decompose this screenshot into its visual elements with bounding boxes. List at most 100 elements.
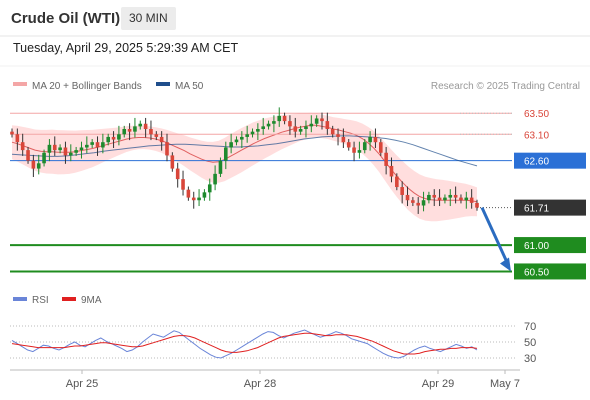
candle-body xyxy=(341,136,346,143)
candle-body xyxy=(416,202,421,206)
candle-body xyxy=(373,136,378,143)
level-label-bg xyxy=(514,263,586,280)
candle-body xyxy=(31,160,36,169)
level-label-last: 61.71 xyxy=(524,204,549,215)
candle-body xyxy=(117,134,121,140)
x-tick-label: Apr 25 xyxy=(66,378,98,390)
bollinger-band xyxy=(12,112,477,222)
candle-body xyxy=(143,123,148,130)
candle-body xyxy=(336,134,340,137)
candle-body xyxy=(357,150,362,153)
rsi-plot: 70 50 30 xyxy=(10,321,536,365)
level-label-pivot: 62.60 xyxy=(524,157,549,168)
candle-body xyxy=(101,142,105,148)
candle-body xyxy=(181,179,185,190)
candle-body xyxy=(240,136,244,140)
rsi-legend-swatch xyxy=(13,297,27,301)
candle-body xyxy=(421,200,426,206)
candle-body xyxy=(272,121,276,124)
bollinger-legend-label: MA 20 + Bollinger Bands xyxy=(32,81,142,92)
candle-body xyxy=(448,194,453,198)
candle-body xyxy=(47,144,52,153)
ma50-line xyxy=(11,135,478,167)
candle-body xyxy=(368,136,372,143)
candle-body xyxy=(245,134,249,137)
candle-body xyxy=(165,142,169,156)
rsi-level-label: 50 xyxy=(524,337,536,349)
candle-body xyxy=(309,123,314,127)
timestamp-text: Tuesday, April 29, 2025 5:29:39 AM CET xyxy=(13,41,239,55)
candle-body xyxy=(325,121,330,130)
candle-body xyxy=(63,147,68,156)
candle-body xyxy=(330,129,335,135)
rsi-level-label: 30 xyxy=(524,353,536,365)
candle-body xyxy=(122,129,127,135)
level-label-bg xyxy=(514,152,586,169)
candle-body xyxy=(459,197,463,201)
rsi-level-label: 70 xyxy=(524,321,536,333)
candle-body xyxy=(411,200,415,203)
candle-body xyxy=(85,144,89,148)
candle-body xyxy=(298,129,303,132)
research-credit: Research © 2025 Trading Central xyxy=(431,81,580,92)
candle-body xyxy=(52,144,57,151)
candle-body xyxy=(378,142,383,153)
candle-body xyxy=(106,136,111,143)
candle-body xyxy=(111,136,116,140)
candle-body xyxy=(277,115,282,122)
x-tick-label: Apr 29 xyxy=(422,378,454,390)
candle-body xyxy=(400,187,404,195)
price-plot xyxy=(10,107,514,273)
candle-body xyxy=(127,129,132,132)
rsi-ma-line xyxy=(11,332,478,355)
candle-body xyxy=(475,202,479,208)
candle-body xyxy=(229,142,233,148)
candle-body xyxy=(197,197,201,201)
candle-body xyxy=(453,194,458,198)
candle-body xyxy=(405,194,410,201)
level-label-resistance: 63.10 xyxy=(524,130,549,141)
candle-body xyxy=(234,139,239,143)
candle-body xyxy=(149,129,153,135)
candle-body xyxy=(154,134,159,137)
candle-body xyxy=(95,142,100,148)
level-label-resistance: 63.50 xyxy=(524,109,549,120)
candle-body xyxy=(432,194,437,198)
candle-body xyxy=(10,131,14,135)
candle-body xyxy=(437,197,442,201)
level-label-support: 61.00 xyxy=(524,241,549,252)
candle-body xyxy=(314,118,319,124)
forecast-arrow xyxy=(480,206,510,266)
candle-body xyxy=(320,118,324,122)
candle-body xyxy=(170,155,175,169)
instrument-title: Crude Oil (WTI) xyxy=(11,10,121,27)
candle-body xyxy=(213,173,217,185)
candle-body xyxy=(133,126,137,132)
candle-body xyxy=(346,142,351,148)
candle-body xyxy=(20,142,25,151)
candle-body xyxy=(79,147,84,151)
candle-body xyxy=(138,123,143,127)
candle-body xyxy=(74,150,78,153)
candle-body xyxy=(389,165,394,177)
candle-body xyxy=(261,126,266,130)
rsi-ma-legend-swatch xyxy=(62,297,76,301)
level-label-bg xyxy=(514,237,586,254)
price-level-labels: 63.50 63.10 62.60 61.71 61.00 60.50 xyxy=(514,109,586,280)
forecast-arrowhead xyxy=(500,257,511,272)
candle-body xyxy=(288,121,292,127)
x-tick-label: Apr 28 xyxy=(244,378,276,390)
x-axis-labels: Apr 25 Apr 28 Apr 29 May 7 xyxy=(66,370,520,390)
candle-body xyxy=(202,192,207,198)
timeframe-badge[interactable]: 30 MIN xyxy=(121,7,176,30)
ma50-legend-label: MA 50 xyxy=(175,81,204,92)
ma50-legend-swatch xyxy=(156,82,170,86)
level-label-bg xyxy=(514,199,586,216)
candle-body xyxy=(384,152,388,166)
candle-body xyxy=(256,129,260,132)
candle-body xyxy=(207,184,212,193)
rsi-legend-label: RSI xyxy=(32,295,49,306)
bollinger-legend-swatch xyxy=(13,82,27,86)
